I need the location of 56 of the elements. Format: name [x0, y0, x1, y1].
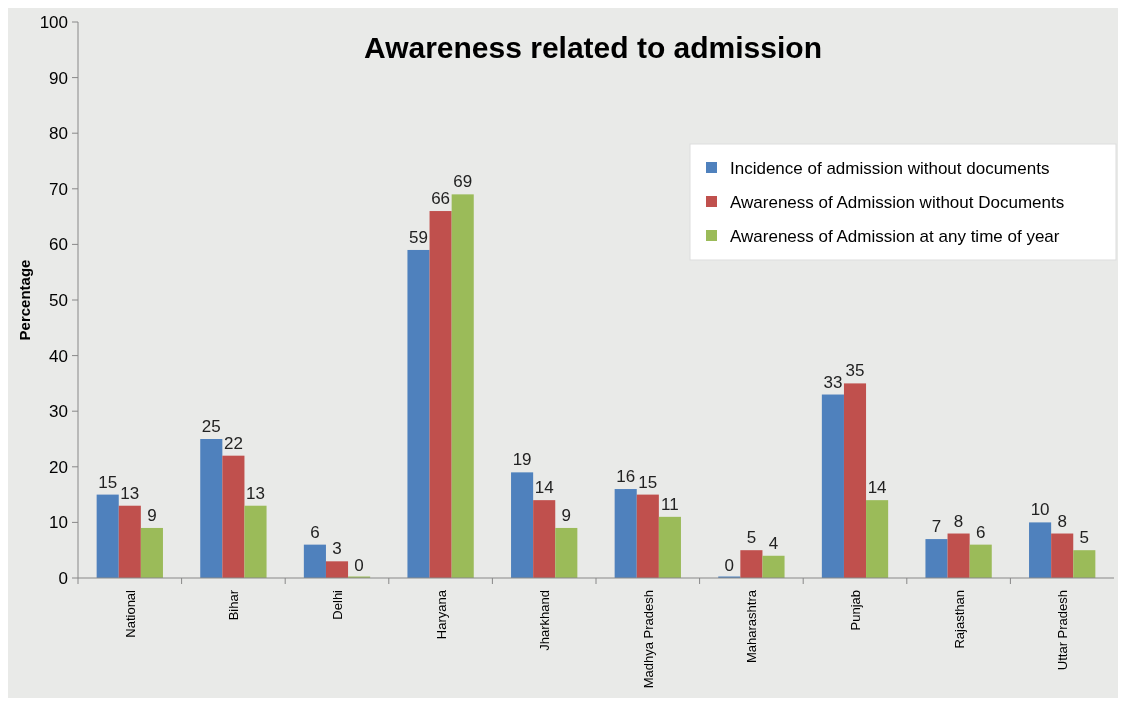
- data-label: 22: [223, 433, 243, 453]
- y-tick-label: 60: [49, 235, 68, 255]
- data-label: 5: [746, 528, 757, 548]
- data-label: 59: [409, 227, 428, 247]
- x-tick-label: Jharkhand: [537, 590, 553, 651]
- data-label: 66: [431, 189, 451, 209]
- x-tick-label: Bihar: [226, 589, 242, 621]
- y-tick-label: 20: [49, 457, 68, 477]
- y-tick-label: 30: [49, 402, 68, 422]
- x-tick-label: Punjab: [848, 590, 863, 631]
- data-label: 33: [823, 372, 843, 392]
- y-axis-title: Percentage: [16, 259, 33, 341]
- data-label: 15: [98, 472, 118, 492]
- x-tick-label: Maharashtra: [744, 589, 760, 663]
- data-label: 35: [845, 361, 865, 381]
- y-tick-label: 50: [49, 290, 68, 310]
- legend-label: Awareness of Admission at any time of year: [730, 226, 1060, 246]
- data-label: 7: [931, 517, 942, 537]
- data-label: 6: [310, 522, 320, 542]
- data-label: 13: [246, 483, 265, 503]
- y-tick-label: 70: [49, 179, 68, 199]
- data-label: 3: [332, 539, 342, 559]
- data-label: 13: [120, 483, 140, 503]
- x-tick-label: National: [122, 589, 138, 638]
- x-tick-label: Rajasthan: [951, 590, 967, 649]
- data-label: 8: [953, 511, 964, 531]
- y-tick-label: 0: [58, 568, 68, 588]
- y-tick-label: 90: [49, 68, 68, 88]
- data-label: 9: [147, 505, 157, 525]
- x-tick-label: Haryana: [433, 589, 449, 640]
- x-tick-label: Uttar Pradesh: [1055, 590, 1071, 671]
- legend-label: Awareness of Admission without Documents: [730, 192, 1065, 212]
- data-label: 16: [616, 467, 636, 487]
- x-tick-label: Madhya Pradesh: [640, 590, 656, 689]
- y-tick-label: 10: [49, 513, 68, 533]
- data-label: 69: [453, 172, 473, 192]
- data-label: 0: [724, 556, 735, 575]
- data-label: 4: [768, 533, 779, 553]
- legend-label: Incidence of admission without documents: [730, 158, 1050, 178]
- y-tick-label: 80: [49, 124, 68, 144]
- data-label: 0: [354, 556, 364, 575]
- data-label: 6: [975, 522, 986, 542]
- data-label: 11: [661, 494, 679, 514]
- data-label: 15: [638, 472, 658, 492]
- y-tick-label: 100: [39, 12, 68, 32]
- x-tick-label: Delhi: [330, 589, 345, 620]
- data-label: 9: [561, 505, 572, 525]
- data-label: 14: [867, 478, 887, 498]
- chart-title: Awareness related to admission: [364, 31, 822, 64]
- data-label: 25: [201, 417, 221, 436]
- data-label: 10: [1030, 500, 1050, 520]
- y-tick-label: 40: [49, 346, 68, 366]
- data-label: 19: [512, 450, 532, 470]
- data-label: 8: [1057, 511, 1067, 531]
- data-label: 5: [1079, 528, 1090, 548]
- data-label: 14: [534, 478, 554, 498]
